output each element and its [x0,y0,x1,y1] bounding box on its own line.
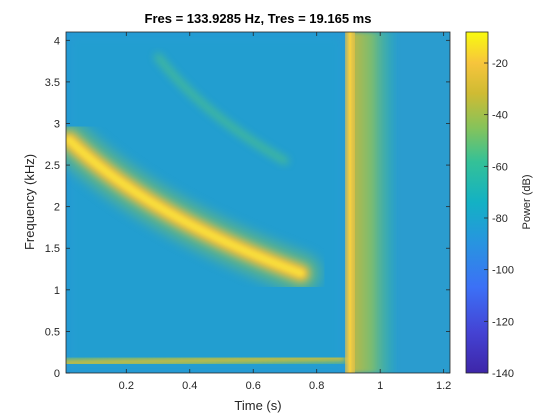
colorbar-tick-label: -100 [492,265,514,277]
y-tick-label: 1 [54,285,60,297]
secondary-chirp [154,52,289,165]
y-tick-label: 2.5 [45,160,60,172]
colorbar-tick-label: -60 [492,161,508,173]
colorbar-tick-label: -20 [492,58,508,70]
plot-frame [65,31,451,374]
y-axis-label: Frequency (kHz) [22,154,37,250]
plot-area [66,32,450,373]
x-axis: 0.2 0.4 0.6 0.8 1 1.2 [119,32,451,392]
colorbar-tick-label: -80 [492,213,508,225]
colorbar-tick-label: -40 [492,110,508,122]
colorbar-axis: -20 -40 -60 -80 -100 -120 -140 [484,58,514,380]
x-axis-label: Time (s) [234,398,281,413]
y-tick-label: 3 [54,118,60,130]
colorbar-tick-label: -120 [492,316,514,328]
y-axis: 0 0.5 1 1.5 2 2.5 3 3.5 4 [45,35,450,380]
y-tick-label: 1.5 [45,243,60,255]
colorbar [465,31,489,374]
colorbar-label: Power (dB) [521,174,533,229]
upper-band-energy [66,32,346,373]
low-tone [66,355,345,366]
y-tick-label: 3.5 [45,77,60,89]
y-tick-label: 4 [54,35,60,47]
x-tick-label: 0.4 [182,380,197,392]
colorbar-tick-label: -140 [492,368,514,380]
post-impulse-noise [351,32,397,373]
x-tick-label: 0.2 [119,380,134,392]
main-chirp-core [66,136,305,277]
y-tick-label: 2 [54,202,60,214]
x-tick-label: 0.8 [309,380,324,392]
x-tick-label: 1.2 [436,380,451,392]
y-tick-label: 0.5 [45,326,60,338]
impulse-burst [345,32,356,373]
x-tick-label: 0.6 [246,380,261,392]
chart-title: Fres = 133.9285 Hz, Tres = 19.165 ms [145,11,372,26]
y-tick-label: 0 [54,368,60,380]
x-tick-label: 1 [377,380,383,392]
